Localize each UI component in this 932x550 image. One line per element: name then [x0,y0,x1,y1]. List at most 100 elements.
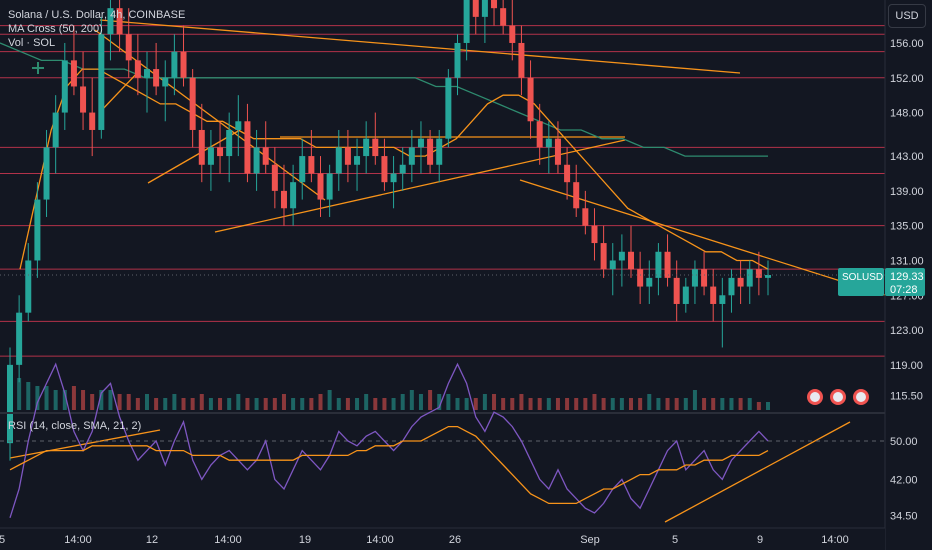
candle-body [80,86,87,113]
candle-body [226,129,233,157]
candle-body [746,269,753,287]
volume-bar [409,390,414,410]
volume-bar [565,398,570,410]
volume-bar [702,398,707,410]
volume-bar [135,398,140,410]
candle-body [344,147,351,165]
currency-button[interactable]: USD [888,4,926,28]
candle-body [363,138,370,157]
candle-body [326,173,333,200]
volume-bar [428,390,433,410]
volume-bar [263,398,268,410]
volume-bar [482,394,487,410]
volume-bar [163,398,168,410]
time-axis: 5 14:00 12 14:00 19 14:00 26 Sep 5 9 14:00 [0,527,885,550]
candle-body [107,8,114,35]
volume-bar [537,398,542,410]
volume-bar [300,398,305,410]
volume-bar [683,398,688,410]
candle-body [7,364,13,444]
candle-body [445,77,452,139]
volume-bar [208,398,213,410]
candle-body [162,77,169,87]
volume-bar [692,390,697,410]
trendline [519,179,886,296]
volume-bar [473,398,478,410]
volume-bar [373,398,378,410]
time-tick-label: 26 [449,534,461,546]
candle-body [390,173,397,183]
volume-bar [17,378,22,410]
volume-bar [117,394,122,410]
candle-body [646,277,653,287]
rsi-label: RSI (14, close, SMA, 21, 2) [8,420,142,432]
candle-body [143,69,150,78]
volume-layer [8,374,770,410]
volume-bar [766,402,770,410]
volume-bar [44,386,49,410]
time-tick-label: 14:00 [64,534,92,546]
candle-body [637,269,644,287]
trendline [94,29,326,201]
candle-body [335,147,342,174]
rsi-tick-label: 50.00 [890,436,918,448]
volume-bar [355,398,360,410]
price-tick-label: 139.00 [890,186,924,198]
time-tick-label: 12 [146,534,158,546]
ma200-layer [0,42,768,157]
volume-bar [638,398,643,410]
time-tick-label: 19 [299,534,311,546]
symbol-title[interactable]: Solana / U.S. Dollar, 4h, COINBASE [8,9,186,21]
rsi-tick-label: 42.00 [890,474,918,486]
candle-body [134,60,141,78]
trendline [99,19,741,74]
price-badge-countdown: 07:28 [890,284,918,296]
candle-body [61,60,68,113]
time-tick-label: 5 [672,534,678,546]
candle-body [235,121,242,130]
trendline [9,429,161,459]
candle-body [545,138,552,148]
price-tick-label: 135.00 [890,221,924,233]
volume-bar [610,398,615,410]
ma-cross-label[interactable]: MA Cross (50, 200) [8,23,103,35]
candle-body [664,251,671,278]
volume-bar [619,398,624,410]
cross-marker-icon [32,62,44,74]
candle-body [207,147,214,165]
volume-bar [647,394,652,410]
price-tick-label: 148.00 [890,108,924,120]
volume-bar [464,398,469,410]
volume-bar [546,398,551,410]
candle-body [381,156,388,183]
trendline [147,129,241,184]
volume-bar [519,394,524,410]
volume-bar [144,394,149,410]
volume-bar [364,394,369,410]
volume-bar [492,394,497,410]
candle-body [600,243,607,270]
candle-body [427,138,434,165]
volume-bar [126,394,131,410]
price-tick-label: 119.00 [890,360,923,372]
volume-bar [227,398,232,410]
volume-bar [382,398,387,410]
volume-bar [291,398,296,410]
candle-body [317,173,324,200]
candle-body [280,190,287,209]
price-tick-label: 152.00 [890,73,924,85]
candle-body [536,121,543,148]
volume-label[interactable]: Vol · SOL [8,37,56,49]
volume-bar [555,398,560,410]
volume-bar [199,394,204,410]
volume-bar [336,398,341,410]
rsi-legend[interactable]: RSI (14, close, SMA, 21, 2) [8,419,141,433]
candle-body [527,77,534,122]
hlines-layer [0,25,885,357]
candle-body [372,138,379,157]
volume-bar [738,398,743,410]
time-tick-label: 14:00 [214,534,242,546]
candle-body [472,0,479,17]
candle-body [299,156,306,183]
